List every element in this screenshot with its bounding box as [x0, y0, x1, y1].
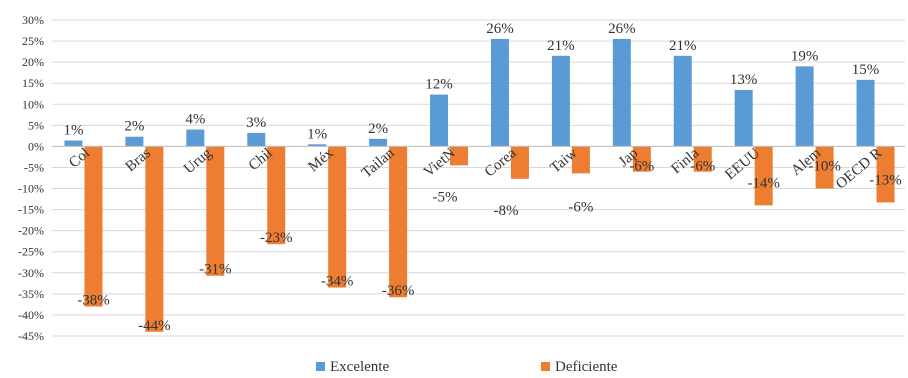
bar-deficiente [267, 146, 286, 245]
bar-deficiente [876, 146, 895, 203]
bar-deficiente [450, 146, 469, 166]
y-tick-label: -15% [18, 203, 44, 217]
bar-deficiente [145, 146, 164, 332]
bar-excelente [125, 136, 144, 147]
bar-excelente [369, 138, 388, 147]
bar-deficiente [815, 146, 834, 189]
data-label-deficiente: -14% [747, 175, 780, 191]
y-tick-label: 10% [22, 97, 44, 111]
bar-excelente [612, 38, 631, 147]
bars [64, 38, 895, 332]
data-label-excelente: 21% [547, 38, 575, 54]
data-label-excelente: 26% [608, 21, 636, 37]
data-label-excelente: 15% [852, 62, 880, 78]
data-labels: 1% -38% 2% -44% 4% -31% 3% -23% 1% -34% 2% -36% 12% -… [63, 21, 901, 334]
data-label-excelente: 1% [307, 126, 327, 142]
bar-excelente [856, 79, 875, 147]
data-label-deficiente: -34% [321, 274, 354, 290]
legend-label-excelente: Excelente [330, 359, 389, 375]
data-label-deficiente: -44% [138, 318, 171, 334]
bar-deficiente [389, 146, 408, 298]
bar-deficiente [754, 146, 773, 206]
data-label-excelente: 2% [368, 121, 388, 137]
bar-deficiente [693, 146, 712, 172]
bar-excelente [734, 89, 753, 147]
bar-excelente [247, 132, 266, 147]
y-tick-label: 5% [28, 118, 44, 132]
y-axis-ticks: 30% 25% 20% 15% 10% 5% 0% -5% -10% -15% -20% -25% -3… [18, 13, 44, 343]
y-tick-label: 15% [22, 76, 44, 90]
data-label-excelente: 13% [730, 72, 758, 88]
y-tick-label: -5% [24, 160, 44, 174]
data-label-deficiente: -13% [869, 172, 902, 188]
bar-deficiente [206, 146, 225, 276]
data-label-excelente: 26% [486, 21, 514, 37]
bar-excelente [551, 55, 570, 147]
data-label-deficiente: -8% [493, 203, 518, 219]
y-tick-label: 0% [28, 139, 44, 153]
data-label-deficiente: -10% [808, 159, 841, 175]
data-label-excelente: 2% [124, 119, 144, 135]
bar-excelente [430, 94, 449, 147]
y-tick-label: -35% [18, 287, 44, 301]
legend-swatch-excelente [316, 362, 325, 371]
y-tick-label: 20% [22, 55, 44, 69]
bar-deficiente [328, 146, 347, 288]
y-tick-label: -20% [18, 224, 44, 238]
y-tick-label: -25% [18, 245, 44, 259]
bar-deficiente [632, 146, 651, 172]
bar-excelente [186, 129, 205, 147]
data-label-deficiente: -23% [260, 230, 293, 246]
data-label-excelente: 21% [669, 38, 697, 54]
y-tick-label: -45% [18, 329, 44, 343]
data-label-deficiente: -6% [568, 199, 593, 215]
bar-excelente [308, 144, 327, 147]
y-tick-label: -10% [18, 182, 44, 196]
data-label-deficiente: -5% [433, 189, 458, 205]
y-tick-label: -40% [18, 308, 44, 322]
data-label-excelente: 19% [791, 48, 819, 64]
data-label-excelente: 1% [63, 123, 83, 139]
data-label-deficiente: -31% [199, 262, 232, 278]
legend-swatch-deficiente [541, 362, 550, 371]
data-label-deficiente: -38% [77, 293, 110, 309]
bar-excelente [795, 66, 814, 147]
data-label-deficiente: -6% [629, 158, 654, 174]
y-tick-label: -30% [18, 266, 44, 280]
legend: Excelente Deficiente [316, 359, 618, 375]
data-label-excelente: 12% [425, 77, 453, 93]
bar-excelente [673, 55, 692, 147]
bar-deficiente [510, 146, 529, 179]
data-label-excelente: 3% [246, 115, 266, 131]
y-tick-label: 25% [22, 34, 44, 48]
legend-label-deficiente: Deficiente [555, 359, 618, 375]
bar-deficiente [84, 146, 103, 307]
data-label-deficiente: -6% [690, 158, 715, 174]
data-label-deficiente: -36% [382, 283, 415, 299]
bar-excelente [490, 38, 509, 147]
data-label-excelente: 4% [185, 112, 205, 128]
bar-deficiente [571, 146, 590, 174]
y-tick-label: 30% [22, 13, 44, 27]
bar-excelente [64, 140, 83, 147]
gridlines [52, 19, 905, 337]
